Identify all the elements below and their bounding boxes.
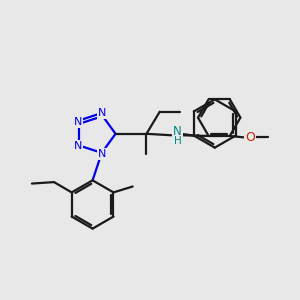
Text: N: N (173, 125, 182, 138)
Text: H: H (173, 136, 181, 146)
Text: N: N (74, 141, 82, 151)
Text: N: N (74, 117, 82, 127)
Text: O: O (245, 131, 255, 144)
Text: N: N (98, 149, 106, 159)
Text: N: N (98, 108, 106, 118)
